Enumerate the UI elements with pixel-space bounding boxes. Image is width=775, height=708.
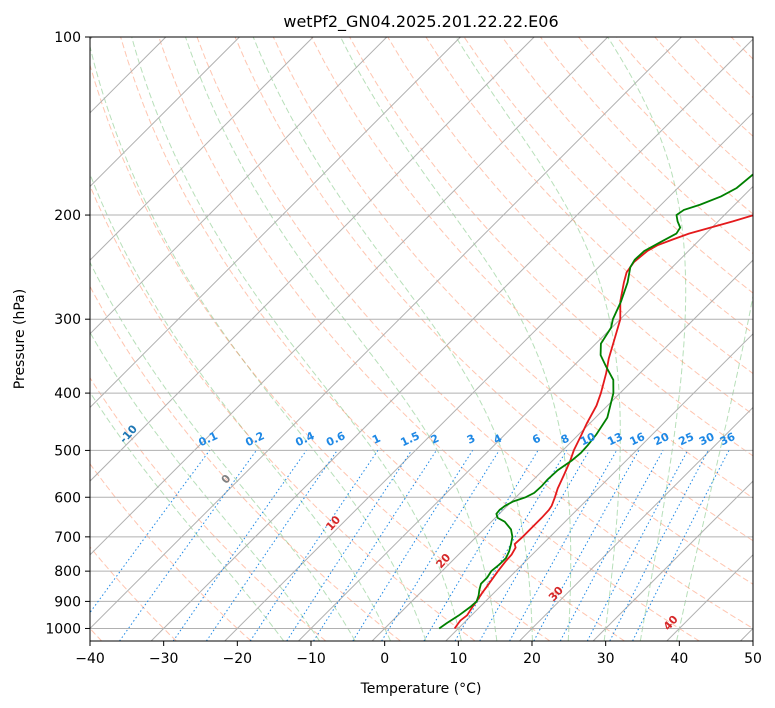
x-axis-ticks: −40 −30 −20 −10 0 10 20 30 40 50: [75, 641, 762, 667]
y-axis-label: Pressure (hPa): [12, 289, 28, 389]
mixing-ratio-line: [632, 450, 730, 641]
y-tick-label: 200: [54, 208, 81, 224]
isotherm-line: [445, 333, 753, 641]
dry-adiabat: [120, 37, 625, 641]
y-tick-label: 900: [54, 594, 81, 610]
moist-adiabat: [90, 391, 285, 641]
mixing-ratio-line: [559, 450, 664, 641]
y-tick-label: 100: [54, 30, 81, 46]
y-tick-label: 400: [54, 386, 81, 402]
moist-adiabat: [607, 37, 687, 641]
isotherm-line: [224, 112, 753, 641]
plot-area: -100-90-80-70-60-50-40-30-20-10010203040…: [90, 37, 753, 641]
mixing-ratio-label: 36: [718, 430, 738, 448]
mixing-ratio-label: 20: [652, 430, 672, 448]
dry-adiabat: [90, 546, 177, 641]
isotherm-line: [371, 259, 753, 641]
isotherm-line: [90, 37, 535, 482]
moist-adiabat: [90, 261, 356, 641]
y-tick-label: 1000: [45, 621, 81, 637]
mixing-ratio-label: 16: [628, 430, 648, 448]
mixing-ratio-label: 30: [697, 430, 717, 448]
y-tick-label: 300: [54, 312, 81, 328]
skewed-isotherms: [90, 37, 753, 641]
x-tick-label: −10: [296, 651, 326, 667]
isotherm-line: [90, 37, 240, 188]
dry-adiabat: [90, 184, 476, 641]
mixing-ratio-line: [119, 450, 257, 641]
x-tick-label: −40: [75, 651, 105, 667]
x-tick-label: 30: [597, 651, 615, 667]
isotherm-line: [90, 37, 461, 409]
isotherm-line: [519, 406, 753, 641]
mixing-ratio-label: 10: [578, 430, 598, 448]
moist-adiabat: [676, 293, 753, 641]
mixing-ratio-line: [313, 450, 437, 641]
y-tick-label: 800: [54, 564, 81, 580]
dry-adiabat: [387, 37, 753, 416]
dry-adiabat: [158, 37, 700, 641]
dry-adiabat: [90, 463, 252, 641]
x-tick-label: 50: [744, 651, 762, 667]
mixing-ratio-line: [249, 450, 379, 641]
x-tick-label: 10: [449, 651, 467, 667]
mixing-ratio-line: [172, 450, 307, 641]
profile-series-1: [453, 214, 753, 630]
dry-adiabat: [501, 37, 753, 294]
x-axis-label: Temperature (°C): [360, 681, 482, 697]
x-tick-label: −30: [149, 651, 179, 667]
x-tick-label: −20: [223, 651, 253, 667]
moist-adiabat: [252, 37, 533, 641]
moist-adiabat: [90, 44, 427, 641]
pressure-gridlines: [90, 37, 753, 629]
moist-adiabats: [90, 37, 753, 641]
dry-adiabat: [90, 63, 551, 641]
dry-adiabat: [234, 37, 753, 585]
isotherm-line: [90, 37, 314, 261]
mixing-ratio-label: 13: [605, 430, 624, 448]
moist-adiabat: [90, 172, 392, 641]
profile-series: [438, 173, 753, 630]
mixing-ratio-line: [205, 450, 338, 641]
profile-series-2: [438, 173, 753, 630]
y-tick-label: 600: [54, 490, 81, 506]
dry-adiabat: [425, 37, 753, 375]
y-tick-label: 500: [54, 443, 81, 459]
isotherm-line: [298, 185, 753, 641]
moist-adiabat: [131, 37, 462, 641]
chart-title: wetPf2_GN04.2025.201.22.22.E06: [283, 12, 558, 32]
mixing-ratio-line: [286, 450, 413, 641]
isotherm-line: [90, 37, 682, 630]
dry-adiabat: [196, 37, 753, 630]
plot-frame: [89, 36, 754, 642]
x-tick-label: 40: [670, 651, 688, 667]
dry-adiabats: [90, 37, 753, 641]
mixing-ratio-line: [533, 450, 640, 641]
mixing-ratio-line: [90, 450, 211, 614]
isotherm-line: [90, 37, 609, 556]
y-axis-ticks: 1000 900 800 700 600 500 400 300 200 100: [45, 30, 90, 637]
x-tick-label: 20: [523, 651, 541, 667]
y-tick-label: 700: [54, 530, 81, 546]
mixing-ratio-line: [509, 450, 618, 641]
moist-adiabat: [340, 37, 572, 641]
mixing-ratio-lines: [90, 450, 730, 641]
isotherm-line: [592, 480, 753, 641]
isotherm-line: [150, 38, 753, 641]
x-tick-label: 0: [380, 651, 389, 667]
isotherm-line: [90, 37, 388, 335]
mixing-ratio-line: [381, 450, 500, 641]
dry-adiabat: [90, 376, 327, 641]
mixing-ratio-label: 25: [677, 430, 696, 448]
moist-adiabat: [185, 37, 498, 641]
